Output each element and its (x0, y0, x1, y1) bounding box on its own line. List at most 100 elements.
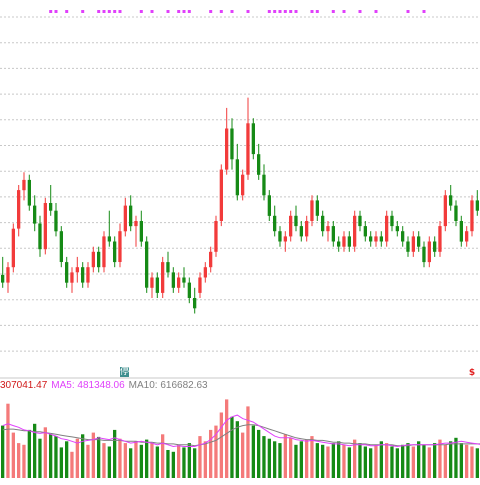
event-marker (187, 10, 191, 13)
candle-body (283, 236, 287, 242)
candle-body (155, 277, 159, 293)
candle-body (299, 226, 303, 237)
candle-body (353, 215, 357, 247)
event-marker (139, 10, 143, 13)
candle-body (54, 210, 58, 232)
volume-bar (22, 444, 26, 478)
candle-body (22, 179, 26, 191)
candle-body (91, 251, 95, 268)
candle-body (134, 221, 138, 227)
suspension-badge[interactable]: 停 (120, 367, 129, 377)
event-marker (273, 10, 277, 13)
volume-bar (235, 421, 239, 478)
candle-body (75, 267, 79, 273)
candle-body (385, 215, 389, 242)
volume-bar (326, 446, 330, 478)
volume-bar (17, 443, 21, 478)
candle-body (251, 123, 255, 155)
candle-body (459, 221, 463, 242)
candle-body (262, 174, 266, 196)
volume-ma-lines (2, 414, 480, 448)
candle-body (187, 282, 191, 298)
volume-bars (1, 399, 479, 478)
volume-bar (459, 443, 463, 478)
volume-bar (251, 425, 255, 478)
candle-body (161, 262, 165, 293)
volume-bar (118, 438, 122, 478)
volume-bar (214, 425, 218, 478)
candle-body (310, 200, 314, 221)
event-marker (289, 10, 293, 13)
candle-body (33, 205, 37, 224)
volume-bar (155, 446, 159, 478)
ma5-line (2, 414, 480, 448)
volume-bar (33, 423, 37, 478)
candlestick-series (1, 97, 479, 314)
candle-body (246, 123, 250, 175)
candle-body (107, 236, 111, 242)
volume-bar (299, 441, 303, 478)
candle-body (102, 236, 106, 268)
event-marker (342, 10, 346, 13)
candle-body (177, 277, 181, 288)
volume-bar (187, 443, 191, 478)
price-grid (0, 16, 480, 352)
candle-body (198, 277, 202, 293)
volume-bar (65, 441, 69, 478)
volume-bar (171, 451, 175, 478)
volume-bar (139, 444, 143, 478)
volume-bar (241, 432, 245, 478)
volume-bar (113, 429, 117, 478)
volume-bar (278, 443, 282, 478)
candle-body (241, 174, 245, 196)
event-marker (209, 10, 213, 13)
dividend-badge[interactable]: $ (468, 368, 476, 378)
volume-bar (123, 443, 127, 478)
volume-bar (475, 448, 479, 478)
event-marker (182, 10, 186, 13)
candle-body (230, 128, 234, 160)
candle-body (395, 226, 399, 232)
event-marker (113, 10, 117, 13)
event-marker (374, 10, 378, 13)
volume-bar (310, 436, 314, 478)
volume-bar (449, 441, 453, 478)
candle-body (433, 241, 437, 252)
candle-body (203, 267, 207, 278)
candle-body (235, 159, 239, 196)
event-marker (150, 10, 154, 13)
volume-bar (443, 444, 447, 478)
event-marker (315, 10, 319, 13)
candle-body (449, 195, 453, 206)
volume-bar (417, 441, 421, 478)
candle-body (59, 231, 63, 262)
volume-bar (315, 443, 319, 478)
candle-body (331, 226, 335, 242)
volume-bar (321, 444, 325, 478)
candle-body (182, 277, 186, 283)
event-marker (278, 10, 282, 13)
volume-bar (75, 438, 79, 478)
volume-bar (267, 438, 271, 478)
candle-body (347, 236, 351, 247)
volume-bar (246, 406, 250, 478)
volume-bar (406, 443, 410, 478)
volume-bar (257, 429, 261, 478)
event-marker (310, 10, 314, 13)
candle-body (337, 241, 341, 247)
volume-bar (6, 403, 10, 478)
candle-body (38, 223, 42, 250)
candle-body (11, 228, 15, 268)
dividend-badge-label: $ (468, 368, 476, 378)
volume-bar (86, 444, 90, 478)
ma5-value: MA5: 481348.06 (51, 380, 125, 391)
volume-bar (470, 446, 474, 478)
candle-body (342, 236, 346, 247)
event-marker (177, 10, 181, 13)
volume-bar (401, 444, 405, 478)
candle-body (166, 262, 170, 273)
volume-bar (390, 446, 394, 478)
event-marker (331, 10, 335, 13)
